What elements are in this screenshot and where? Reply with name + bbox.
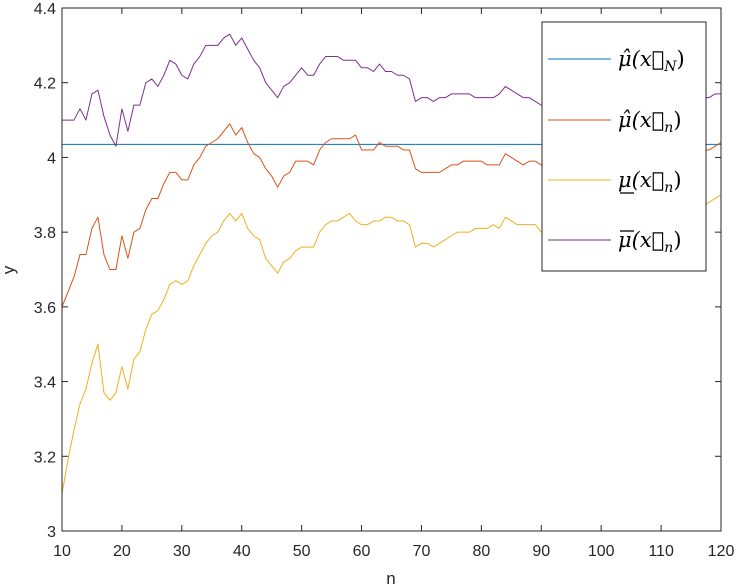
x-tick-label: 40 (233, 543, 251, 560)
legend-entry-2: μ̂(x⃗n) (548, 108, 682, 136)
legend-entry-3: μ(x⃗n) (548, 168, 682, 196)
y-tick-label: 3.2 (34, 449, 56, 466)
legend-entry-4: μ(x⃗n) (548, 228, 682, 256)
legend-box (541, 21, 707, 272)
legend-entry-1: μ̂(x⃗N) (548, 47, 685, 75)
x-axis: 10 20 30 40 50 60 70 80 90 100 110 120 (53, 8, 734, 560)
x-tick-label: 80 (472, 543, 490, 560)
x-tick-label: 120 (708, 543, 735, 560)
y-tick-label: 3.4 (34, 375, 56, 392)
y-tick-label: 4.4 (34, 1, 56, 18)
y-axis: 3 3.2 3.4 3.6 3.8 4 4.2 4.4 (34, 1, 721, 541)
y-tick-label: 4.2 (34, 76, 56, 93)
x-tick-label: 20 (113, 543, 131, 560)
y-tick-label: 4 (47, 150, 56, 167)
y-tick-label: 3.8 (34, 225, 56, 242)
x-tick-label: 70 (413, 543, 431, 560)
legend: μ̂(x⃗N) μ̂(x⃗n) μ(x⃗n) μ(x⃗n) (541, 21, 707, 272)
legend-label: μ(x⃗n) (618, 228, 682, 256)
y-axis-title: y (0, 265, 18, 274)
x-axis-title: n (386, 569, 395, 587)
axes-box (61, 7, 722, 532)
x-tick-label: 100 (588, 543, 615, 560)
legend-label: μ̂(x⃗N) (618, 47, 685, 75)
x-tick-label: 10 (53, 543, 71, 560)
x-tick-label: 30 (173, 543, 191, 560)
y-tick-label: 3.6 (34, 300, 56, 317)
legend-label: μ̂(x⃗n) (618, 108, 682, 136)
legend-label: μ(x⃗n) (618, 168, 682, 196)
x-tick-label: 110 (648, 543, 674, 560)
x-tick-label: 60 (353, 543, 371, 560)
y-tick-label: 3 (47, 524, 56, 541)
x-tick-label: 90 (532, 543, 550, 560)
x-tick-label: 50 (293, 543, 311, 560)
